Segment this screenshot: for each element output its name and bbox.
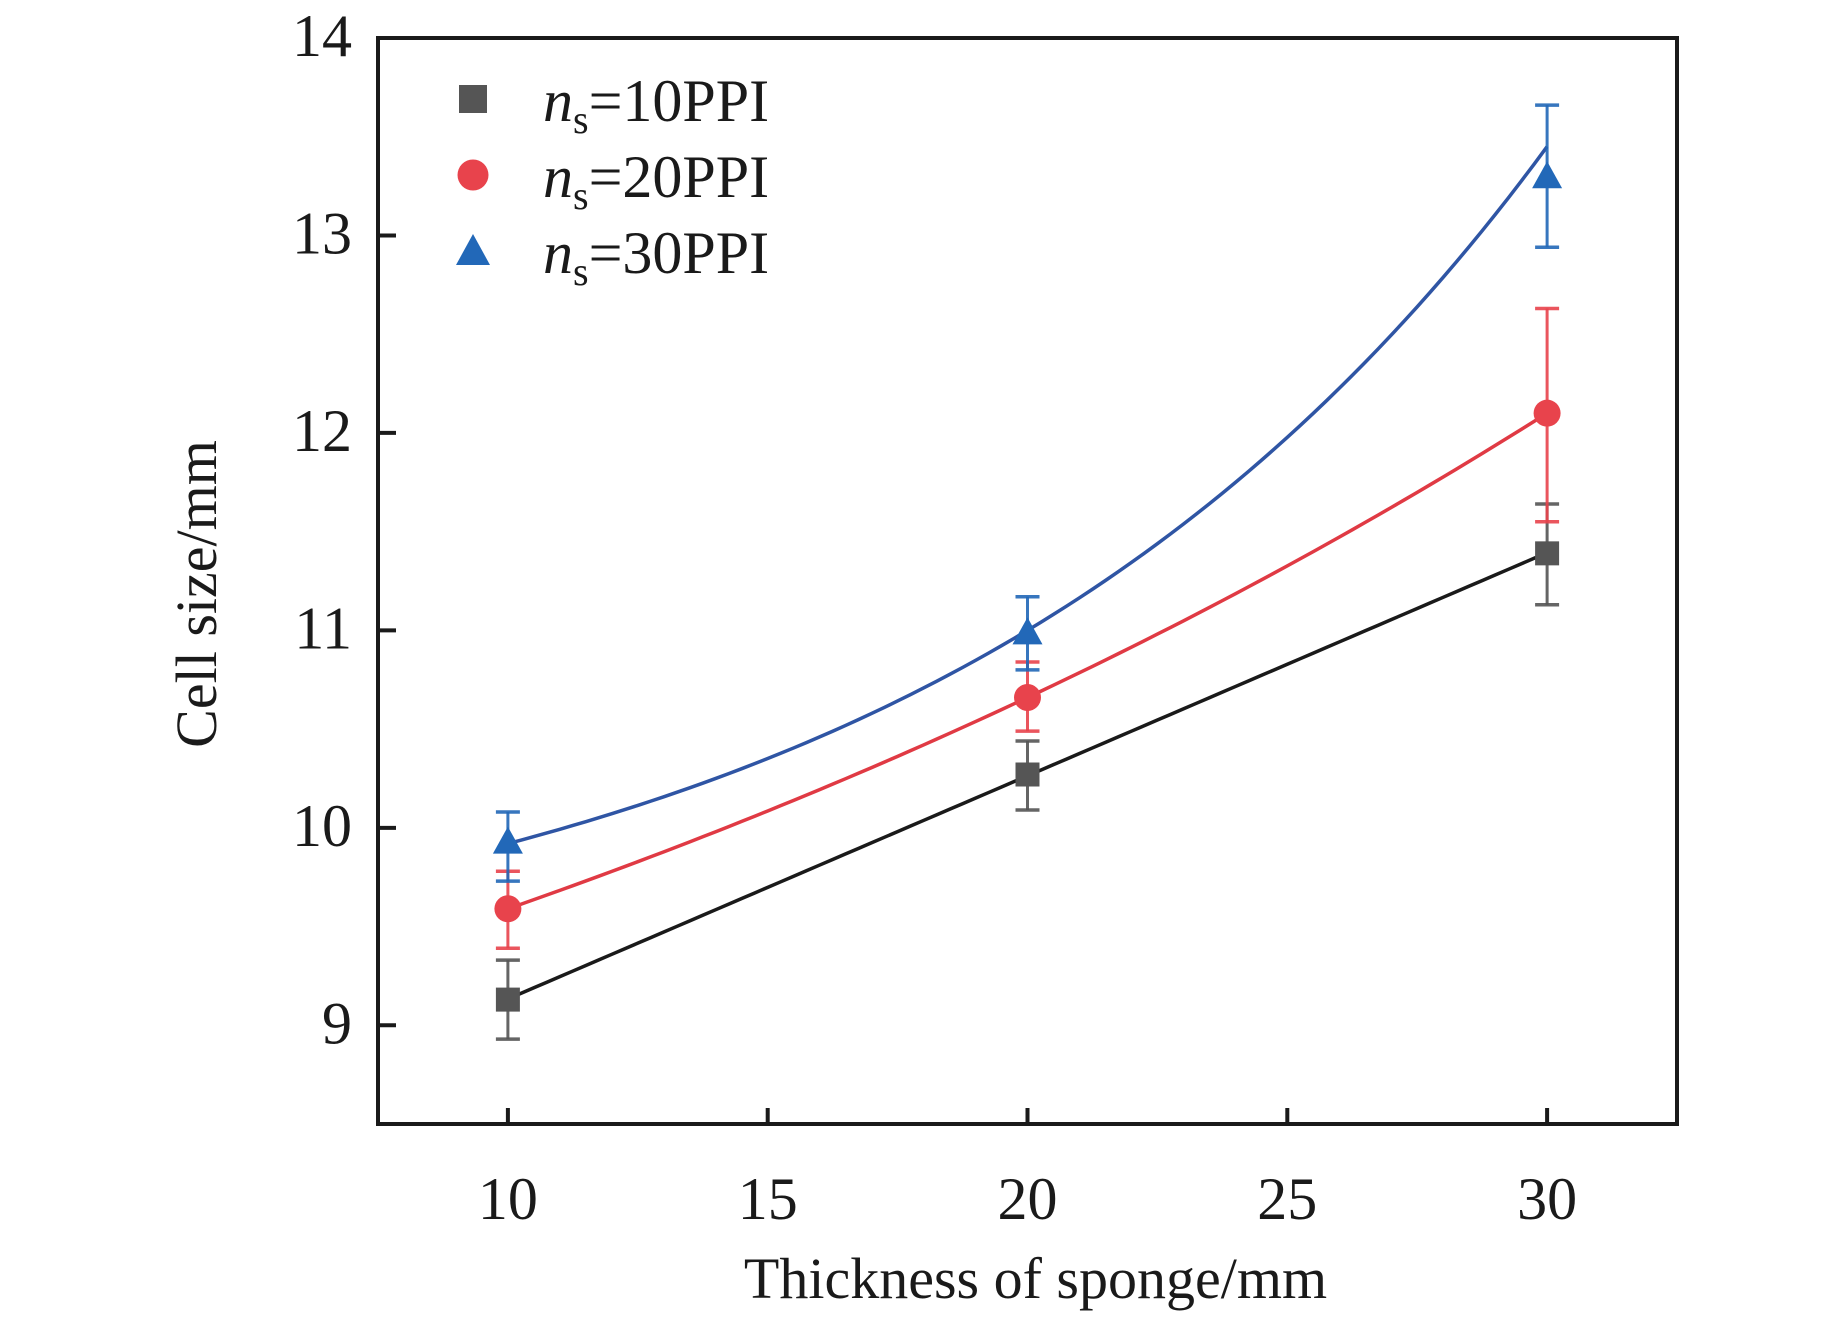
legend-variable: n <box>543 68 573 134</box>
data-point <box>1015 762 1040 787</box>
y-tick-label: 12 <box>292 398 352 464</box>
y-tick-label: 14 <box>292 3 352 69</box>
data-point <box>1533 399 1561 427</box>
x-axis-title: Thickness of sponge/mm <box>744 1246 1327 1311</box>
y-tick-label: 9 <box>322 990 352 1056</box>
legend-subscript: s <box>573 97 589 142</box>
legend-subscript: s <box>573 249 589 294</box>
legend-variable: n <box>543 144 573 210</box>
legend-value: =20PPI <box>589 144 770 210</box>
legend-subscript: s <box>573 173 589 218</box>
legend-item: ns=30PPI <box>456 220 769 294</box>
data-point <box>495 987 520 1012</box>
y-axis-ticks: 9 10 11 12 13 14 <box>292 3 396 1056</box>
data-point <box>1012 617 1043 645</box>
legend-marker <box>456 234 490 265</box>
y-tick-label: 11 <box>294 595 352 661</box>
data-point <box>1535 541 1560 566</box>
legend-label: ns=20PPI <box>543 144 769 218</box>
legend-item: ns=10PPI <box>459 68 769 142</box>
y-tick-label: 13 <box>292 200 352 266</box>
data-point <box>492 826 523 854</box>
x-tick-label: 20 <box>998 1166 1058 1232</box>
legend-marker <box>457 159 489 191</box>
data-point <box>494 895 522 923</box>
legend-value: =10PPI <box>589 68 770 134</box>
legend-item: ns=20PPI <box>457 144 769 218</box>
data-markers <box>492 161 1563 1012</box>
x-tick-label: 10 <box>478 1166 538 1232</box>
legend-label: ns=10PPI <box>543 68 769 142</box>
x-tick-label: 30 <box>1517 1166 1577 1232</box>
legend-variable: n <box>543 220 573 286</box>
x-axis-ticks: 10 15 20 25 30 <box>478 1108 1577 1232</box>
data-point <box>1014 683 1041 711</box>
legend-label: ns=30PPI <box>543 220 769 294</box>
data-point <box>1532 161 1563 189</box>
y-axis-title: Cell size/mm <box>164 440 229 748</box>
legend-marker <box>459 85 487 113</box>
legend-value: =30PPI <box>589 220 770 286</box>
x-tick-label: 25 <box>1257 1166 1317 1232</box>
y-tick-label: 10 <box>292 793 352 859</box>
x-tick-label: 15 <box>738 1166 798 1232</box>
